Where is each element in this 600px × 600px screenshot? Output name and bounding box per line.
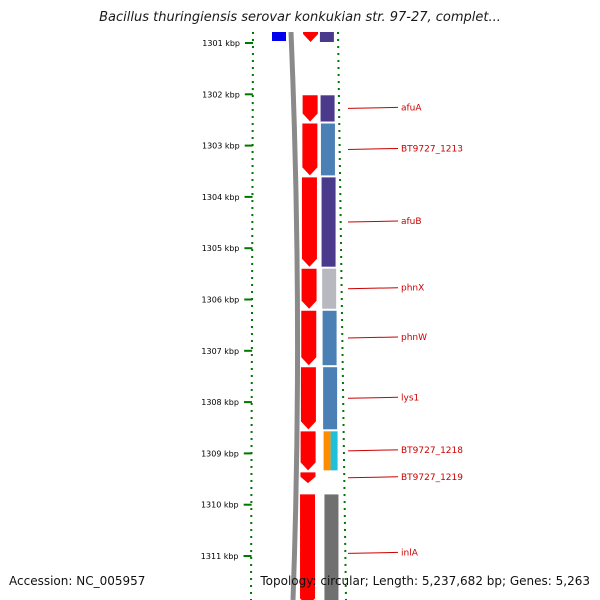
cds-arrow — [301, 177, 317, 267]
gene-label: inlA — [401, 548, 419, 558]
gene-label-leader — [347, 336, 399, 339]
cds-arrow — [300, 431, 316, 471]
gene-label-leader — [347, 476, 399, 479]
gene-label: phnX — [401, 284, 424, 294]
cog-bar — [322, 268, 337, 309]
topology-info-text: Topology: circular; Length: 5,237,682 bp… — [260, 574, 590, 588]
cds-arrow — [301, 310, 317, 366]
gene-dotted-line — [337, 32, 347, 600]
gene-label: BT9727_1219 — [401, 473, 463, 483]
gene-label: afuB — [401, 217, 422, 227]
gene-label: BT9727_1218 — [401, 446, 463, 456]
cds-arrow — [300, 472, 316, 484]
cog-bar — [324, 494, 339, 600]
cog-bar — [321, 177, 336, 267]
cog-bar — [322, 310, 337, 366]
scale-tick-label: 1307 kbp — [201, 347, 239, 356]
scale-tick-label: 1301 kbp — [202, 39, 240, 48]
cds-arrow — [302, 123, 318, 176]
scale-tick-label: 1309 kbp — [201, 449, 239, 458]
scale-tick-label: 1303 kbp — [202, 142, 240, 151]
gene-label: afuA — [401, 103, 422, 113]
cds-arrow — [301, 268, 317, 309]
scale-tick-label: 1302 kbp — [202, 90, 240, 99]
scale-tick-label: 1306 kbp — [202, 296, 240, 305]
accession-text: Accession: NC_005957 — [9, 574, 146, 588]
map-title: Bacillus thuringiensis serovar konkukian… — [99, 10, 501, 25]
gene-label: phnW — [401, 333, 427, 343]
cog-bar — [323, 431, 331, 471]
scale-tick-label: 1310 kbp — [201, 501, 239, 510]
gene-label-leader — [347, 147, 399, 150]
gene-label-leader — [347, 551, 399, 554]
scale-dotted-line — [250, 32, 254, 600]
scale-tick-label: 1311 kbp — [201, 552, 239, 561]
cds-arrow — [300, 367, 316, 430]
cog-bar — [319, 32, 334, 42]
cog-bar — [320, 123, 335, 176]
cog-bar — [323, 367, 338, 430]
gene-label-leader — [347, 287, 399, 290]
genome-backbone — [288, 32, 301, 600]
gene-label-leader — [347, 396, 399, 399]
cog-bar — [320, 95, 335, 122]
cog-bar — [330, 431, 338, 471]
scale-tick-label: 1304 kbp — [202, 193, 240, 202]
scale-tick-label: 1305 kbp — [202, 244, 240, 253]
gene-label: BT9727_1213 — [401, 144, 463, 154]
scale-tick-label: 1308 kbp — [201, 398, 239, 407]
blue-marker — [272, 32, 286, 41]
cds-arrow — [300, 494, 316, 600]
gene-label: lys1 — [401, 393, 419, 403]
gene-label-leader — [347, 449, 399, 452]
gene-label-leader — [347, 220, 399, 223]
cds-arrow — [303, 32, 319, 42]
gene-label-leader — [347, 106, 399, 109]
cds-arrow — [302, 95, 318, 122]
